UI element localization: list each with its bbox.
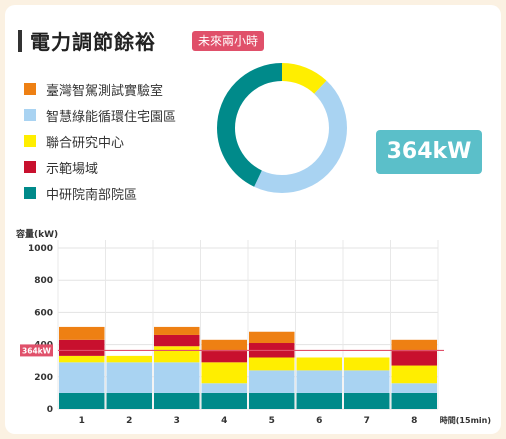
legend-label: 智慧綠能循環住宅園區	[46, 109, 177, 125]
reference-label-box	[20, 344, 53, 357]
bar-segment	[106, 362, 152, 393]
x-tick-label: 5	[269, 416, 275, 426]
bar-segment	[59, 362, 105, 393]
bar-segment	[154, 362, 200, 393]
y-tick-label: 800	[34, 276, 53, 286]
bar-segment	[59, 355, 105, 363]
legend-swatch	[24, 109, 36, 121]
page-title: 電力調節餘裕	[30, 30, 156, 54]
x-tick-label: 1	[79, 416, 85, 426]
bar-segment	[391, 351, 437, 366]
power-value-badge: 364kW	[376, 130, 482, 174]
bar-segment	[154, 392, 200, 409]
y-tick-label: 200	[34, 373, 53, 383]
legend-item: 臺灣智駕測試實驗室	[24, 76, 176, 102]
legend-swatch	[24, 187, 36, 199]
bar-segment	[154, 334, 200, 347]
bar-segment	[106, 355, 152, 363]
donut-segment	[217, 63, 347, 193]
y-tick-label: 0	[47, 405, 53, 415]
bar-segment	[249, 370, 295, 393]
bar-segment	[391, 392, 437, 409]
legend-item: 中研院南部院區	[24, 180, 176, 206]
bar-segment	[391, 339, 437, 352]
bar-segment	[201, 339, 247, 352]
bar-segment	[154, 326, 200, 335]
legend: 臺灣智駕測試實驗室 智慧綠能循環住宅園區 聯合研究中心 示範場域 中研院南部院區	[24, 76, 176, 206]
x-axis-label: 時間(15min)	[440, 415, 491, 425]
legend-swatch	[24, 135, 36, 147]
legend-label: 示範場域	[46, 161, 99, 177]
bar-segment	[249, 331, 295, 344]
legend-item: 智慧綠能循環住宅園區	[24, 102, 176, 128]
legend-item: 示範場域	[24, 154, 176, 180]
legend-label: 中研院南部院區	[46, 187, 138, 203]
donut-chart	[217, 63, 347, 193]
x-tick-label: 7	[364, 416, 370, 426]
bar-segment	[391, 365, 437, 384]
bar-segment	[296, 392, 342, 409]
bar-segment	[344, 392, 390, 409]
bar-segment	[249, 357, 295, 371]
x-tick-label: 6	[316, 416, 322, 426]
bar-segment	[296, 357, 342, 371]
bar-segment	[201, 392, 247, 409]
bar-segment	[201, 362, 247, 384]
bar-segment	[201, 383, 247, 393]
bar-segment	[391, 383, 437, 393]
y-tick-label: 600	[34, 308, 53, 318]
bar-segment	[249, 392, 295, 409]
y-axis-label: 容量(kW)	[15, 228, 58, 240]
legend-label: 臺灣智駕測試實驗室	[46, 83, 164, 99]
reference-label: 364kW	[22, 346, 52, 355]
y-tick-label: 1000	[28, 244, 53, 254]
legend-swatch	[24, 161, 36, 173]
bar-segment	[106, 392, 152, 409]
x-tick-label: 4	[221, 416, 227, 426]
x-tick-label: 2	[126, 416, 132, 426]
bar-segment	[154, 346, 200, 363]
bar-segment	[59, 392, 105, 409]
bar-segment	[59, 326, 105, 340]
donut-segment	[217, 63, 347, 193]
bar-segment	[344, 357, 390, 371]
bar-segment	[59, 339, 105, 356]
legend-swatch	[24, 83, 36, 95]
bar-segment	[296, 370, 342, 393]
legend-item: 聯合研究中心	[24, 128, 176, 154]
title-accent-bar	[18, 30, 22, 52]
bar-segment	[344, 370, 390, 393]
time-range-badge: 未來兩小時	[192, 31, 265, 51]
x-tick-label: 3	[174, 416, 180, 426]
legend-label: 聯合研究中心	[46, 135, 125, 151]
x-tick-label: 8	[411, 416, 417, 426]
bar-segment	[201, 351, 247, 363]
